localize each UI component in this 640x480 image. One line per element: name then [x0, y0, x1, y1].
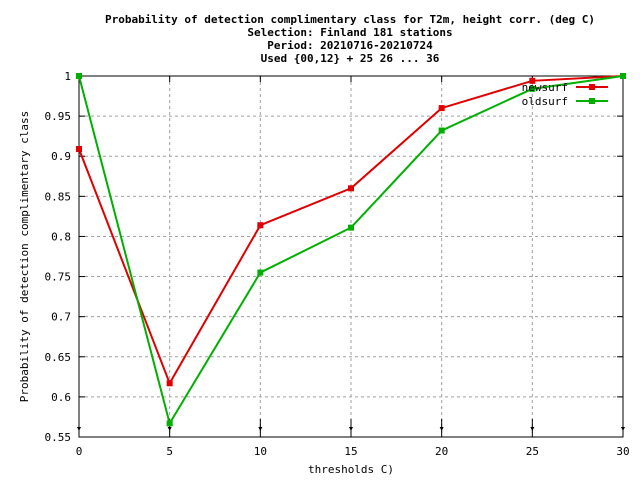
- x-tick-label: 25: [526, 445, 539, 458]
- title-line: Selection: Finland 181 stations: [247, 26, 452, 39]
- x-tick-marker-arrow: [77, 427, 81, 431]
- x-tick-marker-arrow: [530, 427, 535, 431]
- series: [76, 73, 626, 427]
- y-axis-label: Probability of detection complimentary c…: [18, 111, 31, 402]
- x-tick-label: 5: [166, 445, 173, 458]
- y-tick-label: 0.75: [45, 271, 72, 284]
- data-point-oldsurf: [438, 127, 445, 134]
- y-tick-label: 0.95: [45, 110, 72, 123]
- data-point-newsurf: [348, 185, 354, 192]
- x-tick-marker-arrow: [167, 427, 172, 431]
- x-tick-marker-arrow: [621, 427, 625, 431]
- y-tick-label: 0.9: [51, 150, 71, 163]
- grid: [79, 76, 623, 437]
- title-line: Probability of detection complimentary c…: [105, 13, 595, 26]
- data-point-newsurf: [76, 146, 82, 153]
- legend-label: oldsurf: [522, 95, 568, 108]
- data-point-newsurf: [529, 77, 536, 84]
- data-point-oldsurf: [76, 73, 82, 79]
- x-tick-label: 20: [435, 445, 448, 458]
- y-tick-label: 0.65: [45, 351, 72, 364]
- title-line: Period: 20210716-20210724: [267, 39, 433, 52]
- chart-title: Probability of detection complimentary c…: [105, 13, 595, 65]
- y-tick-label: 0.7: [51, 311, 71, 324]
- title-line: Used {00,12} + 25 26 ... 36: [261, 52, 440, 65]
- x-tick-label: 10: [254, 445, 267, 458]
- data-point-oldsurf: [620, 73, 626, 79]
- data-point-oldsurf: [257, 269, 264, 276]
- legend-marker: [589, 84, 595, 90]
- legend-label: newsurf: [522, 81, 568, 94]
- y-tick-label: 0.55: [45, 431, 72, 444]
- data-point-newsurf: [166, 380, 173, 387]
- y-tick-label: 1: [64, 70, 71, 83]
- x-tick-label: 0: [76, 445, 83, 458]
- legend-marker: [589, 98, 595, 104]
- x-tick-marker-arrow: [349, 427, 353, 431]
- data-point-newsurf: [438, 105, 445, 112]
- x-tick-label: 30: [616, 445, 629, 458]
- x-tick-marker-arrow: [258, 427, 263, 431]
- y-tick-label: 0.8: [51, 230, 71, 243]
- x-tick-label: 15: [344, 445, 357, 458]
- y-tick-label: 0.85: [45, 190, 72, 203]
- x-axis-label: thresholds C): [308, 463, 394, 476]
- x-tick-marker-arrow: [439, 427, 444, 431]
- data-point-oldsurf: [166, 420, 173, 427]
- y-tick-label: 0.6: [51, 391, 71, 404]
- data-point-oldsurf: [529, 85, 536, 92]
- data-point-newsurf: [257, 222, 264, 229]
- data-point-oldsurf: [348, 224, 354, 231]
